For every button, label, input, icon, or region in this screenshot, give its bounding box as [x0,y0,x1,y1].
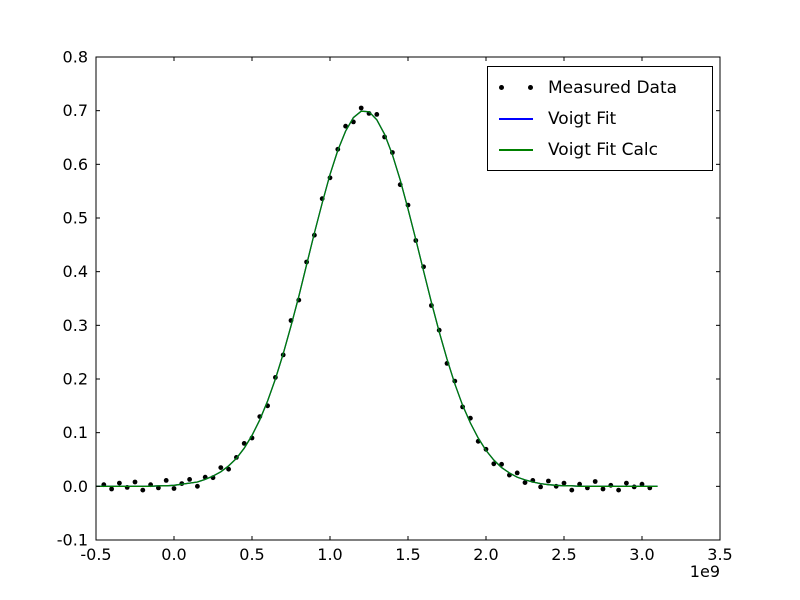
y-tick-label: 0.7 [63,101,88,120]
scatter-point [156,485,161,491]
scatter-point [140,487,146,493]
y-tick-label: 0.8 [63,48,88,67]
dot-icon [528,85,533,90]
scatter-point [600,486,606,492]
scatter-point [132,479,138,485]
scatter-point [639,481,645,487]
x-tick-label: 0.0 [161,545,186,564]
line-marker-icon [496,148,536,151]
scatter-point [624,480,629,486]
x-tick-label: 3.0 [629,545,654,564]
legend-item-label: Measured Data [548,77,678,98]
scatter-point [522,480,528,485]
y-tick-label: 0.6 [63,155,88,174]
scatter-marker-icon [496,85,536,90]
scatter-point [117,480,122,486]
scatter-point [343,123,348,129]
scatter-point [499,461,504,467]
scatter-point [577,481,582,487]
y-tick-label: 0.3 [63,316,88,335]
y-tick-label: 0.5 [63,209,88,228]
legend-item-label: Voigt Fit [548,108,617,129]
legend-item-measured-data: Measured Data [496,72,704,103]
y-tick-label: 0.0 [63,477,88,496]
x-tick-label: 1.5 [395,545,420,564]
y-tick-label: 0.1 [63,423,88,442]
scatter-point [546,478,551,484]
scatter-point [569,487,575,493]
y-tick-label: 0.4 [63,262,88,281]
y-tick-label: -0.1 [57,531,88,550]
scatter-point [218,465,224,470]
scatter-point [374,112,380,117]
scatter-point [358,105,364,111]
scatter-point [514,470,520,476]
scatter-point [109,486,114,492]
scatter-point [226,466,232,472]
scatter-point [171,486,177,491]
scatter-point [491,461,497,467]
legend-item-label: Voigt Fit Calc [548,139,658,160]
scatter-point [163,478,169,483]
x-tick-label: -0.5 [80,545,111,564]
legend: Measured Data Voigt Fit Voigt Fit Calc [487,66,713,171]
scatter-point [538,484,543,490]
scatter-point [608,482,614,488]
scatter-point [616,487,621,493]
scatter-point [592,479,598,484]
scatter-point [241,441,247,446]
x-tick-label: 2.0 [473,545,498,564]
legend-item-voigt-fit: Voigt Fit [496,103,704,134]
scatter-point [187,477,193,482]
x-tick-label: 3.5 [707,545,732,564]
x-tick-label: 2.5 [551,545,576,564]
dot-icon [499,85,504,90]
line-marker-icon [496,117,536,120]
scatter-point [195,483,200,489]
y-tick-label: 0.2 [63,370,88,389]
x-tick-label: 0.5 [239,545,264,564]
fit-line-2 [96,110,658,487]
x-axis-offset-label: 1e9 [690,562,720,581]
scatter-point [561,480,567,486]
x-tick-label: 1.0 [317,545,342,564]
legend-item-voigt-fit-calc: Voigt Fit Calc [496,134,704,165]
